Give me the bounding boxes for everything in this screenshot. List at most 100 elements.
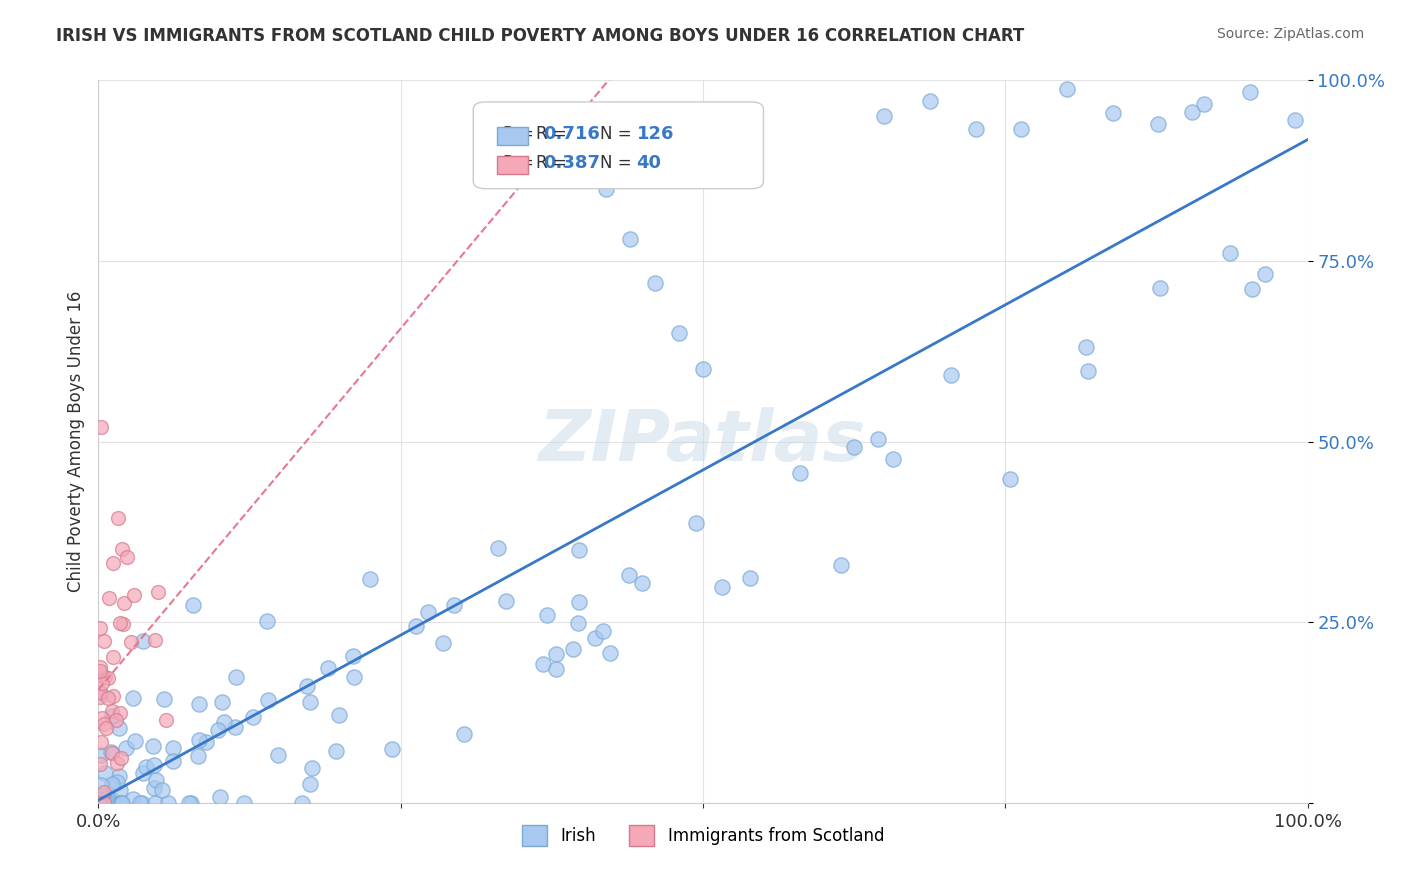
- Point: [495, 593, 517, 607]
- Point: [544, 648, 567, 662]
- Point: [93, 717, 115, 731]
- Point: [1239, 85, 1261, 99]
- Point: [232, 796, 254, 810]
- Point: [692, 362, 714, 376]
- Point: [97, 691, 120, 706]
- Point: [325, 744, 347, 758]
- Point: [342, 648, 364, 663]
- Point: [135, 760, 157, 774]
- Point: [1101, 105, 1123, 120]
- Point: [592, 624, 614, 638]
- Point: [111, 796, 134, 810]
- Point: [96, 721, 118, 735]
- Point: [561, 641, 583, 656]
- Point: [132, 634, 155, 648]
- Point: [94, 670, 117, 684]
- Point: [100, 777, 122, 791]
- Point: [267, 747, 290, 762]
- Point: [132, 766, 155, 780]
- Point: [359, 572, 381, 586]
- Text: N =: N =: [600, 154, 637, 172]
- Point: [162, 754, 184, 768]
- Text: ZIPatlas: ZIPatlas: [540, 407, 866, 476]
- Text: R =: R =: [503, 126, 540, 144]
- Point: [93, 796, 115, 810]
- Point: [225, 670, 247, 684]
- Point: [256, 614, 278, 628]
- Point: [316, 661, 339, 675]
- Point: [242, 710, 264, 724]
- Point: [868, 433, 890, 447]
- Point: [1284, 112, 1306, 127]
- Text: R =: R =: [503, 154, 540, 172]
- Point: [107, 510, 129, 524]
- Point: [121, 792, 143, 806]
- Point: [208, 790, 231, 805]
- Point: [630, 576, 652, 591]
- Point: [1254, 267, 1277, 281]
- Text: IRISH VS IMMIGRANTS FROM SCOTLAND CHILD POVERTY AMONG BOYS UNDER 16 CORRELATION : IRISH VS IMMIGRANTS FROM SCOTLAND CHILD …: [56, 27, 1025, 45]
- Point: [1240, 282, 1263, 296]
- Point: [1147, 117, 1170, 131]
- Text: 40: 40: [637, 154, 661, 172]
- Point: [100, 796, 122, 810]
- Legend: Irish, Immigrants from Scotland: Irish, Immigrants from Scotland: [515, 819, 891, 852]
- Point: [1056, 82, 1078, 96]
- Point: [685, 516, 707, 531]
- Point: [291, 796, 314, 810]
- Point: [738, 571, 761, 585]
- Point: [90, 778, 112, 792]
- Point: [112, 596, 135, 610]
- Point: [183, 598, 205, 612]
- Point: [568, 542, 591, 557]
- Point: [1192, 97, 1215, 112]
- Point: [89, 690, 111, 704]
- Point: [142, 757, 165, 772]
- Point: [187, 749, 209, 764]
- Point: [90, 711, 112, 725]
- Point: [89, 621, 111, 635]
- Text: N =: N =: [600, 126, 637, 144]
- Point: [162, 740, 184, 755]
- Point: [97, 671, 120, 685]
- Point: [416, 606, 439, 620]
- Point: [617, 568, 640, 582]
- Point: [111, 616, 134, 631]
- Point: [155, 713, 177, 727]
- Point: [89, 660, 111, 674]
- Text: 126: 126: [637, 126, 673, 144]
- Point: [1149, 281, 1171, 295]
- Point: [101, 709, 124, 723]
- Point: [343, 671, 366, 685]
- Point: [90, 420, 112, 434]
- Text: Source: ZipAtlas.com: Source: ZipAtlas.com: [1216, 27, 1364, 41]
- Point: [567, 616, 589, 631]
- Point: [97, 796, 120, 810]
- Point: [380, 742, 402, 756]
- Point: [918, 94, 941, 108]
- Point: [146, 585, 169, 599]
- Point: [443, 598, 465, 612]
- Point: [90, 747, 112, 762]
- Point: [90, 668, 112, 682]
- Point: [124, 734, 146, 748]
- Y-axis label: Child Poverty Among Boys Under 16: Child Poverty Among Boys Under 16: [66, 291, 84, 592]
- Point: [195, 735, 218, 749]
- Point: [567, 595, 589, 609]
- Point: [619, 232, 641, 246]
- Point: [301, 761, 323, 775]
- Point: [98, 796, 121, 810]
- Point: [212, 714, 235, 729]
- Point: [89, 756, 111, 771]
- FancyBboxPatch shape: [498, 128, 527, 145]
- Point: [110, 796, 132, 810]
- Point: [143, 633, 166, 648]
- Point: [101, 794, 124, 808]
- Point: [110, 750, 132, 764]
- Point: [108, 706, 131, 720]
- Point: [104, 713, 127, 727]
- Point: [101, 650, 124, 665]
- Point: [91, 796, 114, 810]
- Point: [432, 636, 454, 650]
- Point: [110, 616, 132, 631]
